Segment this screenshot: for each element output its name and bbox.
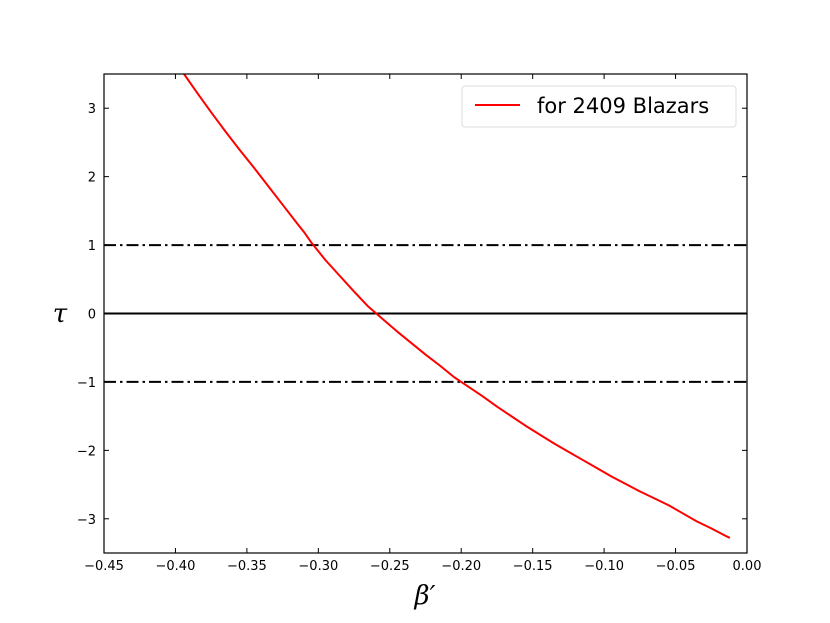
x-tick-label: −0.05 [656, 559, 696, 574]
series-line-0 [183, 74, 731, 539]
x-axis-label: β′ [414, 581, 436, 611]
y-tick-label: −2 [77, 444, 96, 459]
y-tick-label: 3 [88, 102, 96, 117]
x-tick-label: −0.25 [370, 559, 410, 574]
x-tick-label: −0.30 [298, 559, 338, 574]
x-tick-label: 0.00 [733, 559, 762, 574]
legend-box [461, 85, 737, 128]
legend: for 2409 Blazars [461, 85, 737, 128]
y-axis-label: τ [53, 299, 68, 329]
y-tick-label: 1 [88, 239, 96, 254]
x-tick-label: −0.10 [584, 559, 624, 574]
legend-entry-label: for 2409 Blazars [537, 94, 709, 118]
y-tick-label: −1 [77, 376, 96, 391]
x-tick-label: −0.40 [156, 559, 196, 574]
y-tick-label: 0 [88, 308, 96, 323]
x-tick-label: −0.20 [441, 559, 481, 574]
y-tick-label: 2 [88, 171, 96, 186]
x-tick-label: −0.45 [84, 559, 124, 574]
x-tick-label: −0.15 [513, 559, 553, 574]
x-tick-label: −0.35 [227, 559, 267, 574]
y-tick-label: −3 [77, 513, 96, 528]
